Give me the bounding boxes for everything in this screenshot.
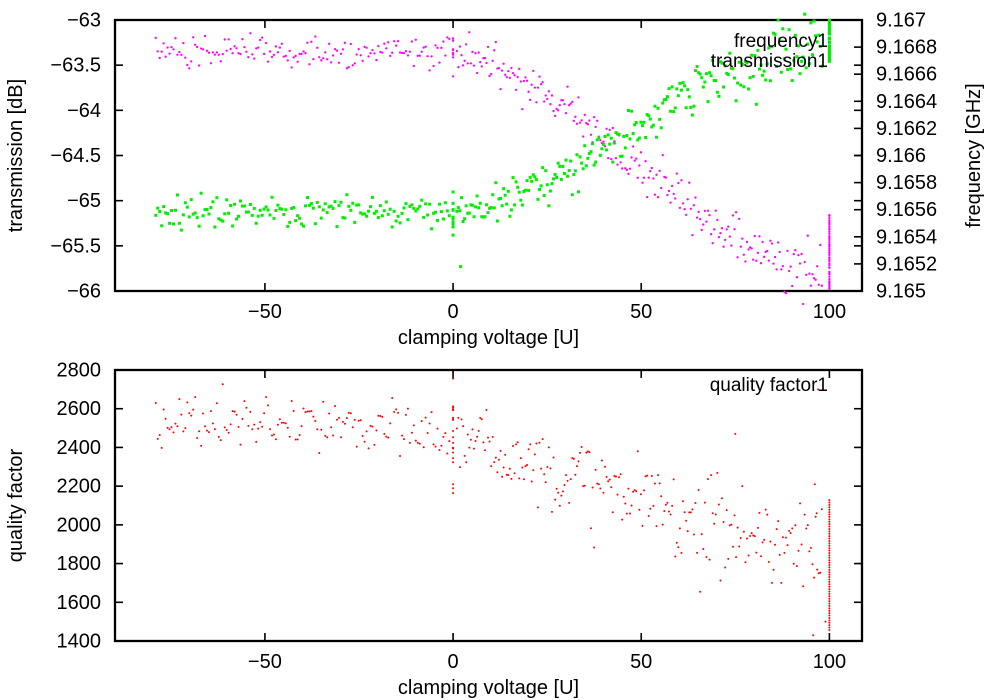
svg-text:transmission1: transmission1	[711, 51, 828, 72]
svg-text:2400: 2400	[57, 437, 102, 459]
svg-text:quality factor1: quality factor1	[710, 375, 828, 396]
svg-text:1800: 1800	[57, 553, 102, 575]
svg-text:9.1654: 9.1654	[876, 226, 937, 248]
svg-text:−65.5: −65.5	[50, 235, 101, 257]
svg-text:−63.5: −63.5	[50, 55, 101, 77]
svg-text:9.1656: 9.1656	[876, 199, 937, 221]
svg-text:9.165: 9.165	[876, 281, 926, 303]
svg-text:−63: −63	[67, 10, 101, 32]
svg-text:−64: −64	[67, 100, 101, 122]
svg-text:transmission [dB]: transmission [dB]	[5, 79, 27, 232]
svg-text:9.167: 9.167	[876, 10, 926, 32]
svg-text:clamping voltage [U]: clamping voltage [U]	[398, 327, 579, 349]
svg-text:frequency1: frequency1	[734, 31, 828, 52]
svg-text:−66: −66	[67, 281, 101, 303]
svg-text:−65: −65	[67, 190, 101, 212]
svg-text:−50: −50	[248, 651, 282, 673]
svg-text:9.1662: 9.1662	[876, 118, 937, 140]
svg-text:9.1652: 9.1652	[876, 253, 937, 275]
svg-text:100: 100	[813, 651, 846, 673]
svg-text:frequency [GHz]: frequency [GHz]	[963, 83, 985, 228]
svg-text:2800: 2800	[57, 360, 102, 382]
svg-text:50: 50	[630, 301, 652, 323]
svg-text:0: 0	[448, 301, 459, 323]
svg-text:9.166: 9.166	[876, 145, 926, 167]
svg-text:2000: 2000	[57, 514, 102, 536]
svg-text:9.1658: 9.1658	[876, 172, 937, 194]
svg-text:1400: 1400	[57, 631, 102, 653]
svg-text:9.1664: 9.1664	[876, 91, 937, 113]
svg-text:100: 100	[813, 301, 846, 323]
svg-text:−64.5: −64.5	[50, 145, 101, 167]
svg-text:50: 50	[630, 651, 652, 673]
svg-text:−50: −50	[248, 301, 282, 323]
svg-text:2600: 2600	[57, 398, 102, 420]
svg-text:1600: 1600	[57, 592, 102, 614]
svg-text:2200: 2200	[57, 476, 102, 498]
svg-text:9.1668: 9.1668	[876, 37, 937, 59]
svg-text:quality factor: quality factor	[5, 448, 27, 562]
svg-text:9.1666: 9.1666	[876, 64, 937, 86]
svg-text:clamping voltage [U]: clamping voltage [U]	[398, 677, 579, 699]
svg-text:0: 0	[448, 651, 459, 673]
